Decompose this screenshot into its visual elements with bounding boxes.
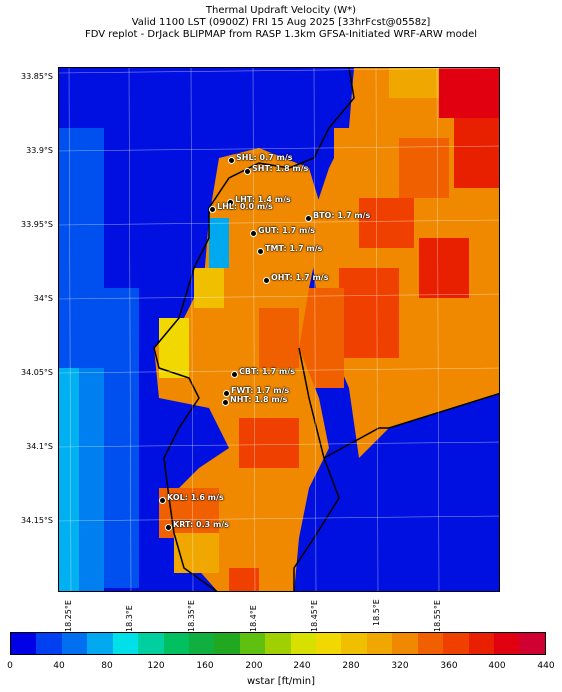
lon-label: 18.55°E	[433, 600, 442, 632]
colorbar-segment	[112, 633, 139, 654]
colorbar-segment	[239, 633, 266, 654]
thermal-map	[58, 67, 500, 592]
station-label: BTO: 1.7 m/s	[313, 211, 371, 220]
station-marker	[263, 277, 270, 284]
station-marker	[222, 399, 229, 406]
colorbar-tick-label: 200	[245, 661, 263, 671]
lat-label: 34°S	[33, 294, 53, 303]
station-marker	[209, 206, 216, 213]
colorbar-segment	[494, 633, 520, 654]
station-marker	[223, 390, 230, 397]
lon-label: 18.25°E	[64, 600, 73, 632]
station-marker	[250, 230, 257, 237]
colorbar-segment	[11, 633, 37, 654]
station-marker	[228, 157, 235, 164]
station-marker	[257, 248, 264, 255]
station-marker	[165, 524, 172, 531]
station-label: OHT: 1.7 m/s	[271, 273, 329, 282]
colorbar-tick-label: 400	[488, 661, 506, 671]
station-label: LHT: 1.4 m/s	[235, 195, 291, 204]
lat-label: 33.9°S	[26, 146, 53, 155]
station-label: CBT: 1.7 m/s	[239, 367, 295, 376]
lat-label: 34.15°S	[21, 516, 53, 525]
colorbar-tick-label: 0	[7, 661, 13, 671]
colorbar-segment	[214, 633, 240, 654]
colorbar-title: wstar [ft/min]	[246, 676, 316, 687]
colorbar-segment	[265, 633, 291, 654]
colorbar-segment	[163, 633, 189, 654]
colorbar-tick-label: 40	[53, 661, 65, 671]
colorbar	[10, 632, 546, 655]
colorbar-tick-label: 120	[147, 661, 165, 671]
lon-label: 18.3°E	[125, 605, 134, 632]
lat-label: 34.05°S	[21, 368, 53, 377]
station-label: TMT: 1.7 m/s	[265, 244, 323, 253]
chart-title-line2: Valid 1100 LST (0900Z) FRI 15 Aug 2025 […	[131, 17, 431, 28]
colorbar-tick-label: 280	[342, 661, 360, 671]
station-label: NHT: 1.8 m/s	[230, 395, 288, 404]
station-label: GUT: 1.7 m/s	[258, 226, 316, 235]
map-field	[59, 68, 499, 591]
chart-title-line1: Thermal Updraft Velocity (W*)	[205, 5, 357, 16]
colorbar-segment	[316, 633, 342, 654]
colorbar-segment	[468, 633, 495, 654]
station-label: KRT: 0.3 m/s	[173, 520, 229, 529]
colorbar-tick-label: 320	[391, 661, 409, 671]
colorbar-segment	[87, 633, 113, 654]
station-marker	[231, 371, 238, 378]
colorbar-segment	[36, 633, 62, 654]
colorbar-tick-label: 240	[293, 661, 311, 671]
station-label: SHT: 1.8 m/s	[252, 164, 309, 173]
station-label: KOL: 1.6 m/s	[167, 493, 224, 502]
station-label: LHL: 0.0 m/s	[217, 202, 273, 211]
station-marker	[227, 199, 234, 206]
colorbar-segment	[290, 633, 317, 654]
lat-label: 34.1°S	[26, 442, 53, 451]
lat-label: 33.95°S	[21, 220, 53, 229]
chart-title-line3: FDV replot - DrJack BLIPMAP from RASP 1.…	[84, 29, 478, 40]
colorbar-tick-label: 440	[537, 661, 555, 671]
station-marker	[244, 168, 251, 175]
lon-label: 18.35°E	[187, 600, 196, 632]
colorbar-tick-label: 80	[101, 661, 113, 671]
colorbar-segment	[61, 633, 88, 654]
lon-label: 18.45°E	[310, 600, 319, 632]
station-marker	[305, 215, 312, 222]
colorbar-segment	[443, 633, 469, 654]
colorbar-tick-label: 360	[440, 661, 458, 671]
station-label: SHL: 0.7 m/s	[236, 153, 293, 162]
colorbar-segment	[366, 633, 393, 654]
station-marker	[159, 497, 166, 504]
colorbar-segment	[138, 633, 164, 654]
station-label: FWT: 1.7 m/s	[231, 386, 290, 395]
colorbar-segment	[341, 633, 367, 654]
lon-label: 18.5°E	[372, 599, 381, 626]
colorbar-segment	[392, 633, 418, 654]
colorbar-tick-label: 160	[196, 661, 214, 671]
colorbar-segment	[417, 633, 444, 654]
colorbar-segment	[188, 633, 215, 654]
colorbar-segment	[519, 633, 545, 654]
lon-label: 18.4°E	[249, 605, 258, 632]
lat-label: 33.85°S	[21, 72, 53, 81]
